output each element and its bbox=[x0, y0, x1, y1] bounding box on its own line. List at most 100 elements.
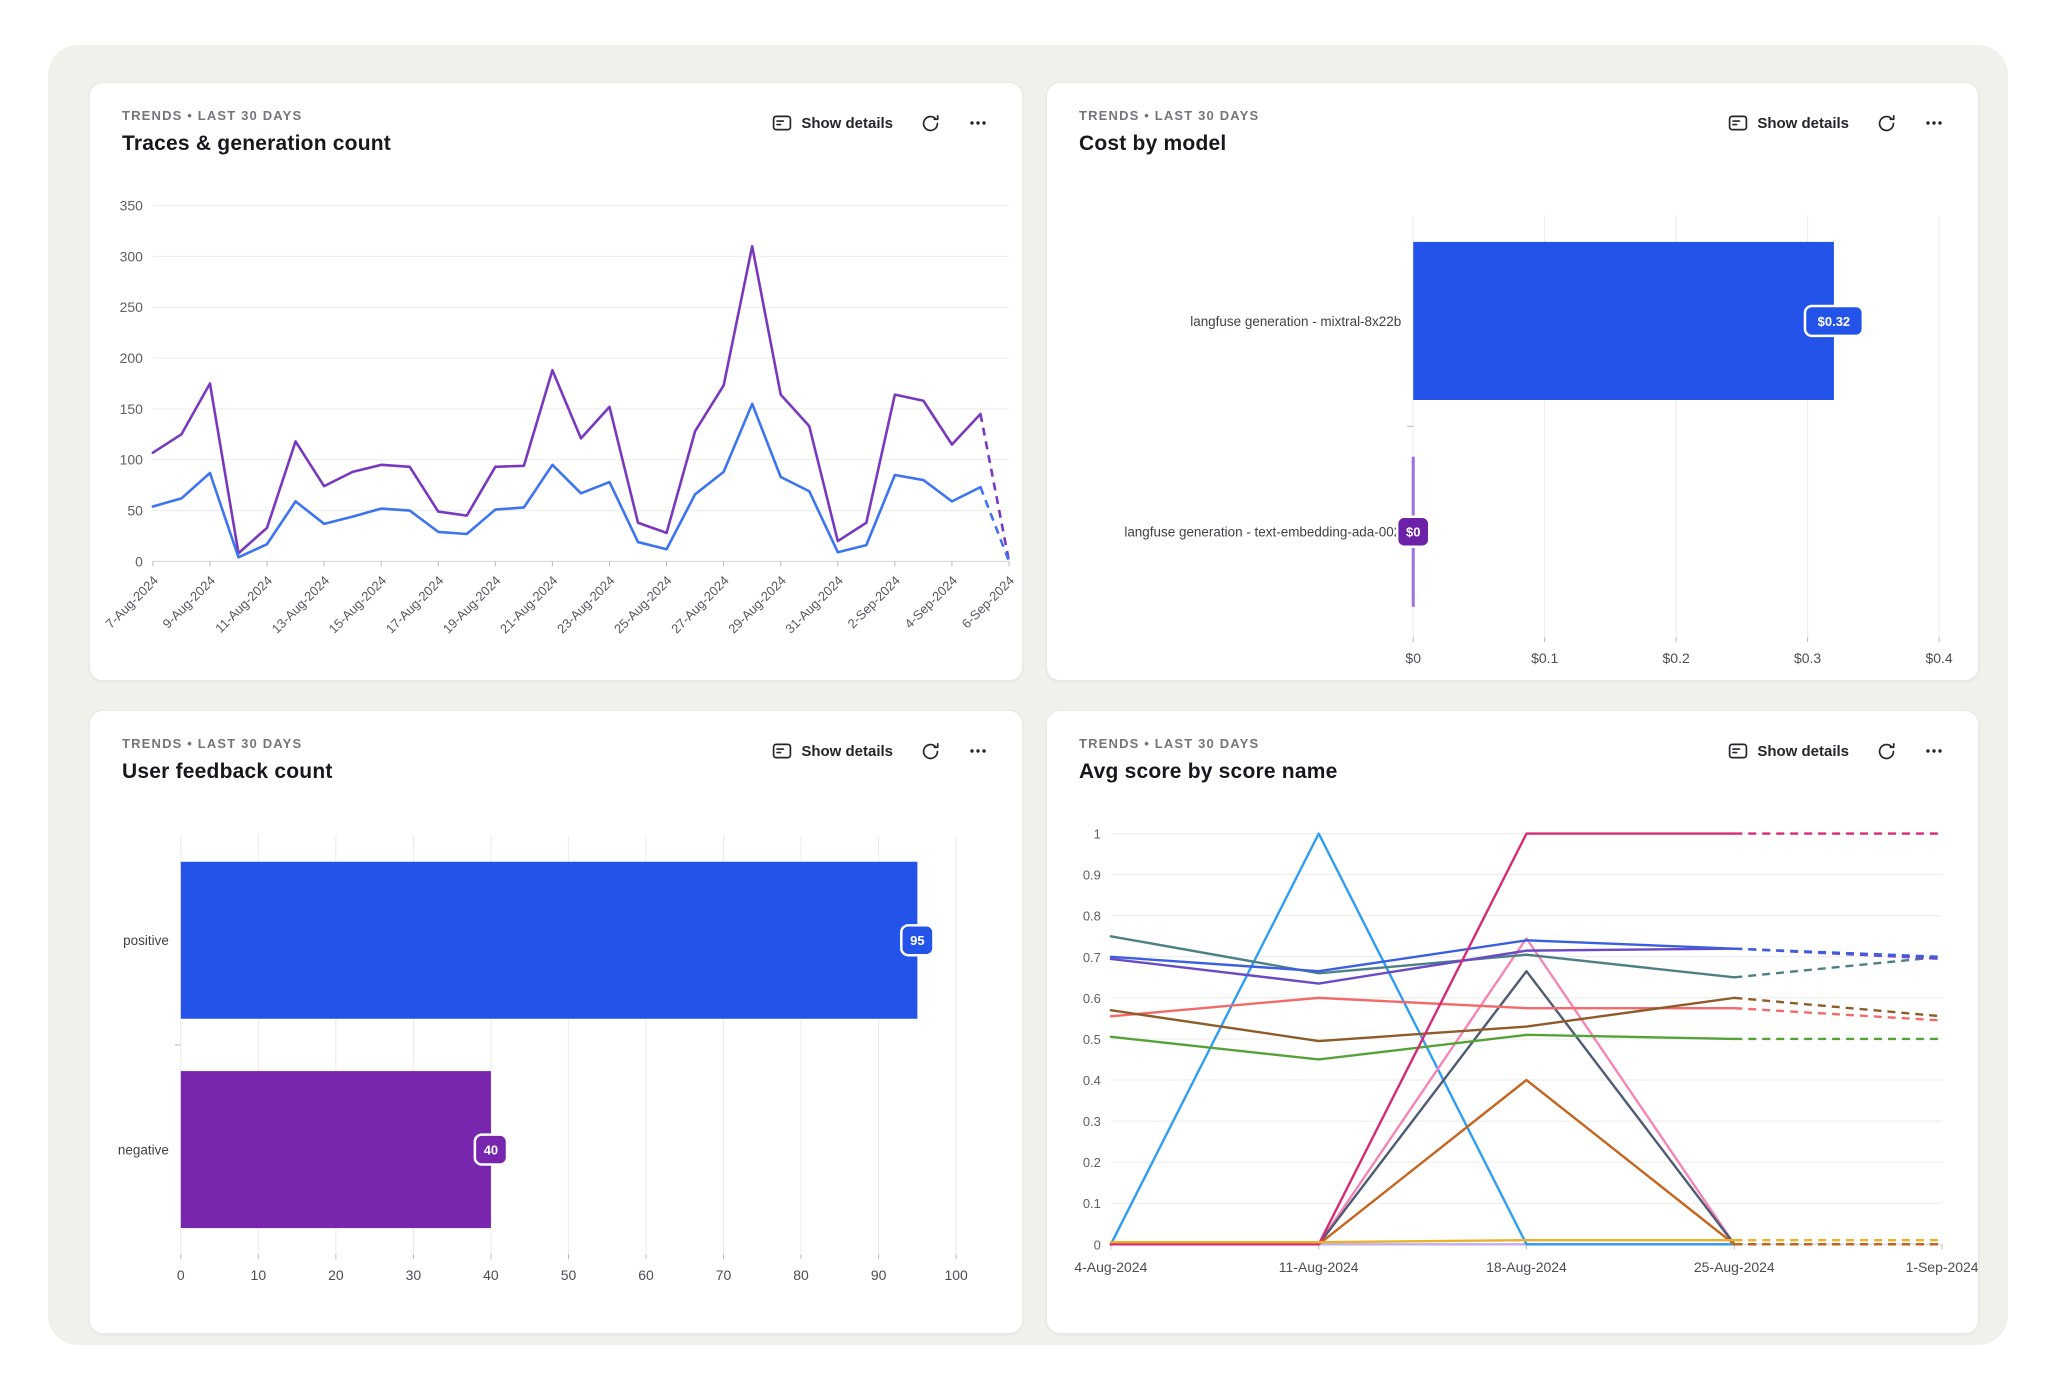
svg-text:$0.32: $0.32 bbox=[1818, 314, 1850, 329]
svg-text:11-Aug-2024: 11-Aug-2024 bbox=[212, 573, 275, 636]
refresh-button[interactable] bbox=[917, 110, 944, 137]
svg-text:negative: negative bbox=[118, 1143, 169, 1158]
more-menu-button[interactable] bbox=[964, 737, 992, 765]
svg-text:30: 30 bbox=[406, 1267, 422, 1283]
refresh-icon bbox=[1877, 114, 1896, 133]
svg-text:$0.4: $0.4 bbox=[1925, 650, 1952, 666]
svg-text:0: 0 bbox=[135, 553, 143, 569]
svg-text:0.9: 0.9 bbox=[1083, 868, 1101, 883]
svg-text:40: 40 bbox=[484, 1143, 498, 1158]
svg-text:0: 0 bbox=[177, 1267, 185, 1283]
svg-text:18-Aug-2024: 18-Aug-2024 bbox=[1486, 1259, 1567, 1275]
panel-controls: Show details bbox=[768, 109, 992, 137]
panel-title: Cost by model bbox=[1079, 132, 1227, 155]
svg-text:4-Sep-2024: 4-Sep-2024 bbox=[902, 573, 961, 631]
svg-text:250: 250 bbox=[120, 299, 144, 315]
show-details-button[interactable]: Show details bbox=[768, 737, 897, 765]
show-details-label: Show details bbox=[1757, 114, 1849, 132]
svg-text:17-Aug-2024: 17-Aug-2024 bbox=[383, 573, 447, 637]
svg-text:0.7: 0.7 bbox=[1083, 950, 1101, 965]
panel-controls: Show details bbox=[1724, 109, 1948, 137]
more-menu-button[interactable] bbox=[1920, 109, 1948, 137]
panel-header-text: TRENDS • LAST 30 DAYS Traces & generatio… bbox=[122, 108, 391, 156]
svg-text:11-Aug-2024: 11-Aug-2024 bbox=[1279, 1259, 1359, 1275]
svg-text:9-Aug-2024: 9-Aug-2024 bbox=[160, 573, 219, 631]
svg-text:10: 10 bbox=[251, 1267, 267, 1283]
svg-text:langfuse generation - mixtral-: langfuse generation - mixtral-8x22b bbox=[1190, 314, 1401, 329]
panel-controls: Show details bbox=[1724, 737, 1948, 765]
panel-controls: Show details bbox=[768, 737, 992, 765]
svg-text:0.1: 0.1 bbox=[1083, 1196, 1101, 1211]
svg-text:0.8: 0.8 bbox=[1083, 909, 1101, 924]
panel-title: Traces & generation count bbox=[122, 132, 391, 155]
more-menu-icon bbox=[1924, 113, 1944, 133]
show-details-button[interactable]: Show details bbox=[1724, 737, 1853, 765]
panel-header: TRENDS • LAST 30 DAYS Traces & generatio… bbox=[90, 83, 1022, 156]
svg-text:$0: $0 bbox=[1406, 525, 1420, 540]
svg-text:40: 40 bbox=[483, 1267, 499, 1283]
svg-text:15-Aug-2024: 15-Aug-2024 bbox=[326, 573, 390, 637]
svg-text:100: 100 bbox=[120, 452, 144, 468]
show-details-label: Show details bbox=[1757, 742, 1849, 760]
avg-score-line-chart: 0 0.1 0.2 0.3 0.4 0.5 0.6 0.7 0.8 0.9 1 4-Aug-2024 1… bbox=[1074, 827, 1978, 1276]
details-panel-icon bbox=[772, 741, 792, 761]
details-panel-icon bbox=[1728, 741, 1748, 761]
svg-text:95: 95 bbox=[910, 933, 924, 948]
svg-text:0.4: 0.4 bbox=[1083, 1073, 1101, 1088]
refresh-icon bbox=[921, 742, 940, 761]
refresh-icon bbox=[1877, 742, 1896, 761]
svg-text:$0.1: $0.1 bbox=[1531, 650, 1558, 666]
svg-text:13-Aug-2024: 13-Aug-2024 bbox=[269, 573, 333, 637]
svg-text:50: 50 bbox=[561, 1267, 577, 1283]
show-details-label: Show details bbox=[801, 742, 893, 760]
refresh-button[interactable] bbox=[917, 738, 944, 765]
more-menu-button[interactable] bbox=[964, 109, 992, 137]
svg-text:6-Sep-2024: 6-Sep-2024 bbox=[959, 573, 1018, 631]
panel-header: TRENDS • LAST 30 DAYS User feedback coun… bbox=[90, 711, 1022, 784]
panel-eyebrow: TRENDS • LAST 30 DAYS bbox=[122, 108, 303, 123]
more-menu-icon bbox=[968, 741, 988, 761]
panel-eyebrow: TRENDS • LAST 30 DAYS bbox=[122, 736, 303, 751]
refresh-button[interactable] bbox=[1873, 738, 1900, 765]
svg-text:7-Aug-2024: 7-Aug-2024 bbox=[102, 573, 161, 631]
panel-avg-score-by-name: TRENDS • LAST 30 DAYS Avg score by score… bbox=[1046, 710, 1979, 1334]
svg-text:0: 0 bbox=[1094, 1237, 1101, 1252]
panel-eyebrow: TRENDS • LAST 30 DAYS bbox=[1079, 736, 1260, 751]
panel-header: TRENDS • LAST 30 DAYS Avg score by score… bbox=[1047, 711, 1978, 784]
svg-text:langfuse generation - text-emb: langfuse generation - text-embedding-ada… bbox=[1124, 525, 1401, 540]
svg-text:0.3: 0.3 bbox=[1083, 1114, 1101, 1129]
svg-text:19-Aug-2024: 19-Aug-2024 bbox=[440, 573, 504, 637]
svg-text:0.2: 0.2 bbox=[1083, 1155, 1101, 1170]
svg-text:1-Sep-2024: 1-Sep-2024 bbox=[1906, 1259, 1978, 1275]
svg-text:1: 1 bbox=[1094, 827, 1101, 842]
refresh-button[interactable] bbox=[1873, 110, 1900, 137]
panel-traces-generation-count: TRENDS • LAST 30 DAYS Traces & generatio… bbox=[89, 82, 1023, 681]
svg-text:350: 350 bbox=[120, 198, 144, 214]
panel-header-text: TRENDS • LAST 30 DAYS Avg score by score… bbox=[1079, 736, 1338, 784]
svg-text:20: 20 bbox=[328, 1267, 344, 1283]
svg-text:90: 90 bbox=[871, 1267, 887, 1283]
svg-text:21-Aug-2024: 21-Aug-2024 bbox=[497, 573, 561, 637]
show-details-button[interactable]: Show details bbox=[1724, 109, 1853, 137]
svg-text:$0: $0 bbox=[1405, 650, 1421, 666]
panel-header-text: TRENDS • LAST 30 DAYS User feedback coun… bbox=[122, 736, 333, 784]
panel-title: User feedback count bbox=[122, 760, 333, 783]
svg-text:29-Aug-2024: 29-Aug-2024 bbox=[725, 573, 789, 637]
show-details-button[interactable]: Show details bbox=[768, 109, 897, 137]
svg-text:4-Aug-2024: 4-Aug-2024 bbox=[1074, 1259, 1147, 1275]
show-details-label: Show details bbox=[801, 114, 893, 132]
svg-text:70: 70 bbox=[716, 1267, 732, 1283]
svg-text:2-Sep-2024: 2-Sep-2024 bbox=[844, 573, 903, 631]
svg-text:positive: positive bbox=[123, 933, 169, 948]
dashboard-grid: TRENDS • LAST 30 DAYS Traces & generatio… bbox=[48, 45, 2008, 1345]
svg-text:31-Aug-2024: 31-Aug-2024 bbox=[782, 573, 846, 637]
svg-text:$0.3: $0.3 bbox=[1794, 650, 1821, 666]
svg-text:0.6: 0.6 bbox=[1083, 991, 1101, 1006]
more-menu-button[interactable] bbox=[1920, 737, 1948, 765]
user-feedback-bar-chart: 0 10 20 30 40 50 60 70 80 90 100 positive 95 negative… bbox=[118, 835, 968, 1283]
panel-user-feedback-count: TRENDS • LAST 30 DAYS User feedback coun… bbox=[89, 710, 1023, 1334]
svg-text:60: 60 bbox=[638, 1267, 654, 1283]
panel-cost-by-model: TRENDS • LAST 30 DAYS Cost by model Show… bbox=[1046, 82, 1979, 681]
more-menu-icon bbox=[1924, 741, 1944, 761]
